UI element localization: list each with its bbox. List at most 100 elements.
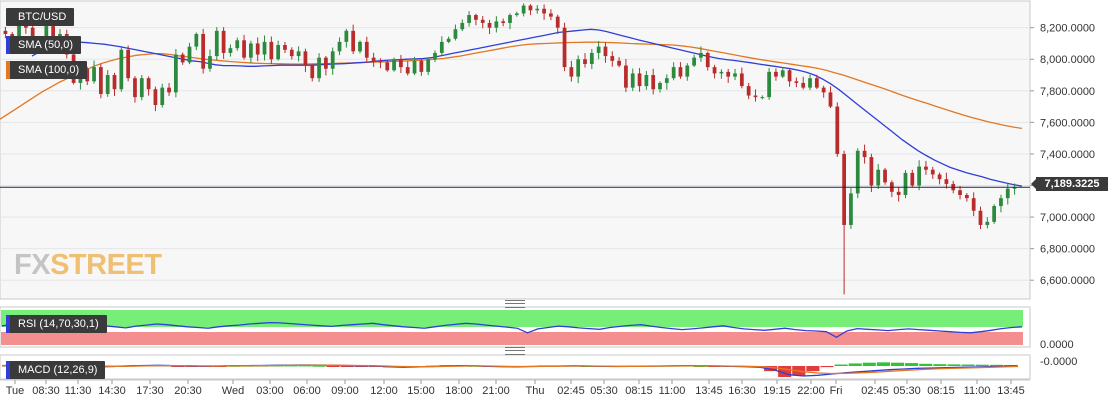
candle[interactable] [712, 64, 717, 79]
candle[interactable] [876, 164, 881, 190]
candle[interactable] [494, 16, 499, 33]
candle[interactable] [999, 194, 1003, 213]
candle[interactable] [249, 40, 253, 64]
candle[interactable] [126, 45, 131, 82]
candle[interactable] [419, 58, 424, 76]
candle[interactable] [705, 51, 710, 71]
candle[interactable] [528, 4, 533, 15]
candle[interactable] [85, 66, 90, 86]
candle[interactable] [412, 56, 417, 75]
candle[interactable] [964, 193, 969, 202]
candle[interactable] [549, 9, 553, 21]
candle[interactable] [671, 62, 676, 81]
candle[interactable] [828, 86, 833, 109]
candle[interactable] [201, 28, 206, 74]
candle[interactable] [699, 46, 703, 62]
candle[interactable] [821, 85, 826, 98]
candle[interactable] [167, 83, 171, 96]
candle[interactable] [930, 166, 935, 179]
candle[interactable] [317, 53, 321, 82]
candle[interactable] [208, 49, 212, 72]
candle[interactable] [937, 172, 942, 185]
candle[interactable] [344, 28, 349, 48]
candle[interactable] [426, 57, 431, 76]
candle[interactable] [617, 57, 621, 68]
candle[interactable] [453, 24, 458, 41]
candle[interactable] [262, 35, 267, 61]
candle[interactable] [378, 58, 383, 69]
candle[interactable] [351, 24, 356, 55]
candle[interactable] [153, 86, 158, 112]
candle[interactable] [187, 42, 192, 65]
candle[interactable] [814, 74, 819, 90]
candle[interactable] [719, 69, 724, 79]
candle[interactable] [405, 61, 410, 76]
candle[interactable] [855, 148, 860, 199]
candle[interactable] [487, 19, 492, 35]
candle[interactable] [180, 52, 185, 65]
grip-icon[interactable] [505, 300, 525, 308]
candle[interactable] [992, 204, 997, 224]
candle[interactable] [467, 11, 471, 27]
sma50-legend[interactable]: SMA (50,0) [6, 36, 82, 54]
candle[interactable] [917, 160, 922, 191]
candle[interactable] [364, 36, 369, 63]
candle[interactable] [221, 27, 226, 59]
candle[interactable] [780, 67, 785, 79]
candle[interactable] [849, 188, 853, 229]
candle[interactable] [392, 57, 396, 72]
macd-legend[interactable]: MACD (12,26,9) [6, 361, 106, 379]
candle[interactable] [746, 82, 751, 100]
candle[interactable] [651, 68, 656, 95]
candle[interactable] [760, 95, 765, 100]
candle[interactable] [576, 55, 581, 84]
candle[interactable] [439, 36, 444, 55]
candle[interactable] [474, 13, 478, 26]
candle[interactable] [146, 76, 151, 96]
candle[interactable] [92, 60, 96, 84]
candle[interactable] [242, 34, 246, 60]
candle[interactable] [924, 160, 928, 175]
candle[interactable] [862, 144, 867, 164]
candle[interactable] [174, 49, 178, 98]
candle[interactable] [842, 150, 846, 295]
candle[interactable] [133, 76, 137, 103]
grip-icon[interactable] [505, 347, 525, 355]
candle[interactable] [883, 167, 887, 185]
candle[interactable] [446, 36, 451, 44]
candle[interactable] [733, 68, 737, 81]
candle[interactable] [371, 52, 376, 67]
candle[interactable] [235, 37, 240, 51]
candle[interactable] [678, 62, 683, 79]
candle[interactable] [726, 68, 731, 83]
candle[interactable] [535, 5, 540, 14]
candle[interactable] [637, 68, 642, 92]
candle[interactable] [119, 46, 124, 92]
candle[interactable] [569, 60, 574, 82]
candle[interactable] [228, 44, 233, 57]
candle[interactable] [255, 37, 260, 62]
main-plot-area[interactable] [0, 0, 1031, 300]
candle[interactable] [685, 63, 690, 81]
candle[interactable] [139, 74, 144, 101]
candle[interactable] [944, 172, 949, 189]
candle[interactable] [112, 72, 117, 96]
candle[interactable] [985, 217, 990, 229]
candle[interactable] [337, 37, 342, 56]
candle[interactable] [98, 63, 103, 99]
candle[interactable] [739, 67, 744, 89]
candle[interactable] [514, 11, 519, 17]
candle[interactable] [971, 192, 976, 217]
candle[interactable] [596, 41, 601, 60]
candle[interactable] [869, 153, 874, 193]
candle[interactable] [105, 70, 110, 97]
candle[interactable] [501, 18, 506, 27]
candle[interactable] [3, 26, 8, 39]
candle[interactable] [296, 46, 301, 62]
candle[interactable] [624, 58, 628, 92]
sma100-legend[interactable]: SMA (100,0) [6, 61, 88, 79]
candle[interactable] [794, 77, 799, 88]
candle[interactable] [269, 36, 274, 65]
candle[interactable] [664, 74, 669, 90]
